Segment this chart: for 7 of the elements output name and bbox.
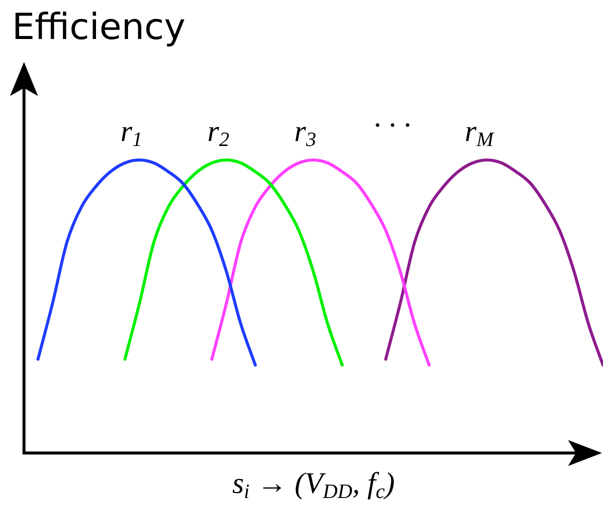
- series-label: r$_{M}$: [464, 115, 494, 152]
- series-label: r$_{1}$: [120, 115, 142, 152]
- text: · · ·: [373, 109, 411, 142]
- series-label: r$_{2}$: [207, 115, 230, 152]
- x-axis-title: s$_{i}$ → (V$_{DD}$, f$_{c}$): [232, 467, 395, 504]
- series-label: r$_{3}$: [294, 115, 316, 152]
- y-axis-title: Efficiency: [12, 7, 186, 48]
